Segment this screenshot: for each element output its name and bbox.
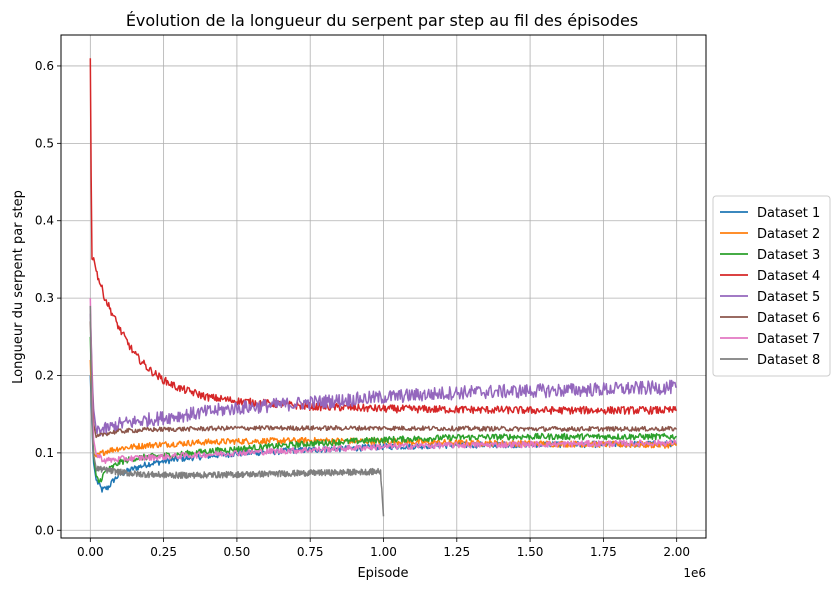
x-tick-label: 1.50 [517, 545, 544, 559]
y-tick-label: 0.1 [35, 446, 54, 460]
x-tick-label: 0.50 [224, 545, 251, 559]
y-tick-label: 0.6 [35, 59, 54, 73]
series-line-4 [89, 58, 677, 415]
series-line-8 [89, 305, 385, 517]
x-axis: 0.00 0.25 0.50 0.75 1.00 1.25 1.50 1.75 2.00 [77, 538, 690, 559]
legend-label-4: Dataset 4 [757, 269, 820, 284]
x-tick-label: 2.00 [663, 545, 690, 559]
x-axis-offset-label: 1e6 [683, 566, 706, 580]
legend-frame [712, 195, 831, 377]
series-line-5 [89, 313, 677, 437]
y-axis-label: Longueur du serpent par step [11, 190, 26, 384]
y-tick-label: 0.3 [35, 291, 54, 305]
legend-label-3: Dataset 3 [757, 248, 820, 263]
series-line-6 [89, 321, 677, 439]
x-axis-label: Episode [357, 566, 408, 581]
chart-title: Évolution de la longueur du serpent par … [126, 11, 638, 30]
legend-label-6: Dataset 6 [757, 311, 820, 326]
y-tick-label: 0.0 [35, 523, 54, 537]
x-tick-label: 1.75 [590, 545, 617, 559]
series-line-7 [89, 298, 677, 465]
y-tick-label: 0.4 [35, 214, 54, 228]
legend-label-1: Dataset 1 [757, 206, 820, 221]
y-tick-label: 0.5 [35, 136, 54, 150]
x-tick-label: 0.00 [77, 545, 104, 559]
y-axis: 0.0 0.1 0.2 0.3 0.4 0.5 0.6 [35, 59, 61, 537]
y-tick-label: 0.2 [35, 368, 54, 382]
legend-label-5: Dataset 5 [757, 290, 820, 305]
legend-label-8: Dataset 8 [757, 353, 820, 368]
series-layer [89, 58, 677, 517]
x-tick-label: 1.25 [443, 545, 470, 559]
legend: Dataset 1 Dataset 2 Dataset 3 Dataset 4 Data… [712, 195, 831, 377]
legend-label-2: Dataset 2 [757, 227, 820, 242]
x-tick-label: 0.75 [297, 545, 324, 559]
x-tick-label: 0.25 [150, 545, 177, 559]
x-tick-label: 1.00 [370, 545, 397, 559]
legend-label-7: Dataset 7 [757, 332, 820, 347]
